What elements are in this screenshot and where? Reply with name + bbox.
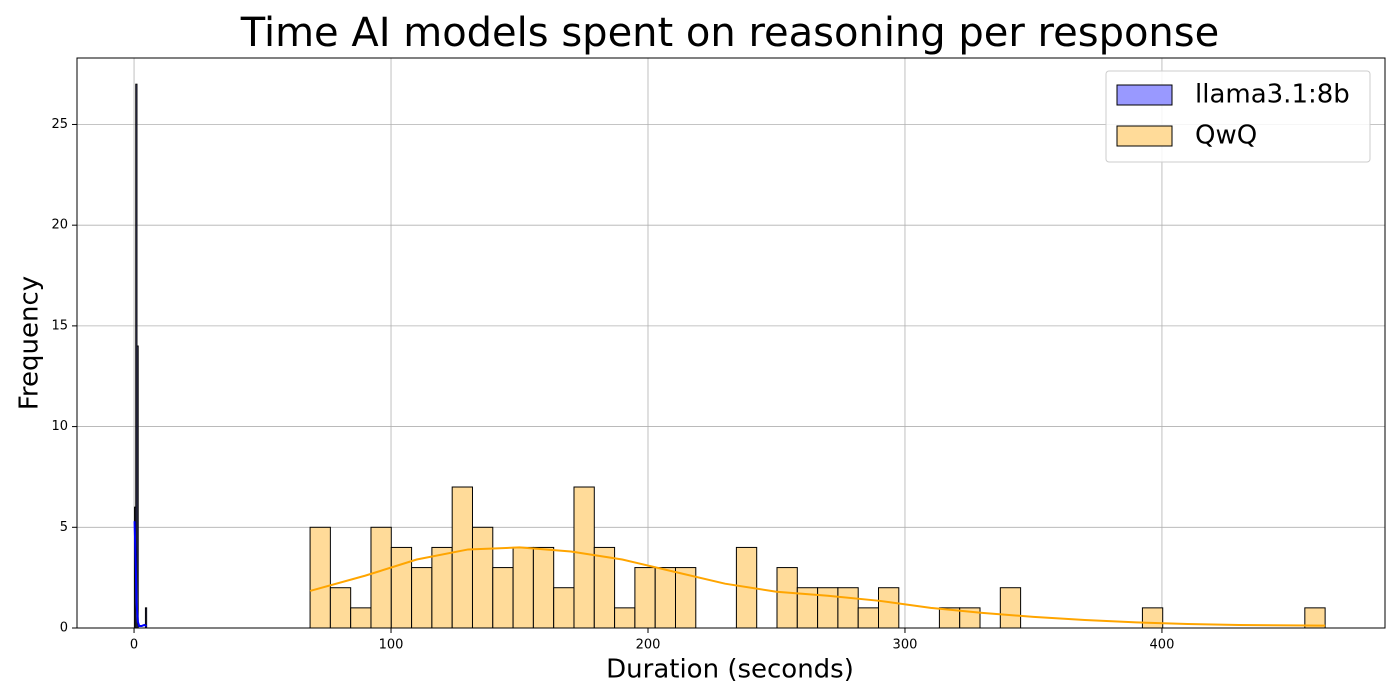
y-tick-label: 0	[60, 621, 68, 636]
x-tick-label: 300	[893, 638, 918, 653]
bar	[634, 567, 656, 629]
bar	[878, 587, 900, 629]
bar	[593, 546, 616, 629]
x-axis-label: Duration (seconds)	[606, 655, 854, 685]
bar	[573, 486, 595, 629]
bar	[837, 587, 859, 629]
bar	[329, 587, 352, 629]
x-tick-label: 200	[636, 638, 661, 653]
bar	[350, 607, 372, 629]
bar	[776, 567, 798, 629]
bar	[390, 546, 413, 629]
bar	[512, 546, 534, 629]
bar	[411, 567, 433, 629]
bar	[431, 546, 453, 629]
bar	[553, 587, 575, 629]
y-tick-label: 25	[51, 117, 68, 132]
x-tick-label: 400	[1150, 638, 1175, 653]
y-axis-label: Frequency	[15, 276, 45, 410]
legend-label: QwQ	[1195, 121, 1257, 151]
legend-swatch	[1116, 125, 1173, 147]
bar	[614, 607, 636, 629]
bar	[471, 526, 494, 629]
y-tick-label: 20	[51, 218, 68, 233]
bar	[999, 587, 1022, 629]
legend-swatch	[1116, 84, 1173, 106]
bar	[451, 486, 473, 629]
chart-title: Time AI models spent on reasoning per re…	[240, 10, 1219, 56]
bar	[532, 546, 555, 629]
kde-line	[133, 521, 148, 627]
legend-label: llama3.1:8b	[1195, 80, 1350, 110]
y-tick-label: 15	[51, 318, 68, 333]
kde-line	[309, 546, 1326, 627]
y-tick-label: 10	[51, 419, 68, 434]
bar	[857, 607, 880, 629]
bar	[492, 567, 514, 629]
bar	[817, 587, 839, 629]
y-tick-label: 5	[60, 520, 68, 535]
bar	[309, 526, 331, 629]
x-tick-label: 100	[379, 638, 404, 653]
bar	[370, 526, 392, 629]
bar	[1141, 607, 1164, 629]
x-tick-label: 0	[130, 638, 138, 653]
bar	[654, 567, 676, 629]
plot-frame	[76, 57, 1386, 629]
